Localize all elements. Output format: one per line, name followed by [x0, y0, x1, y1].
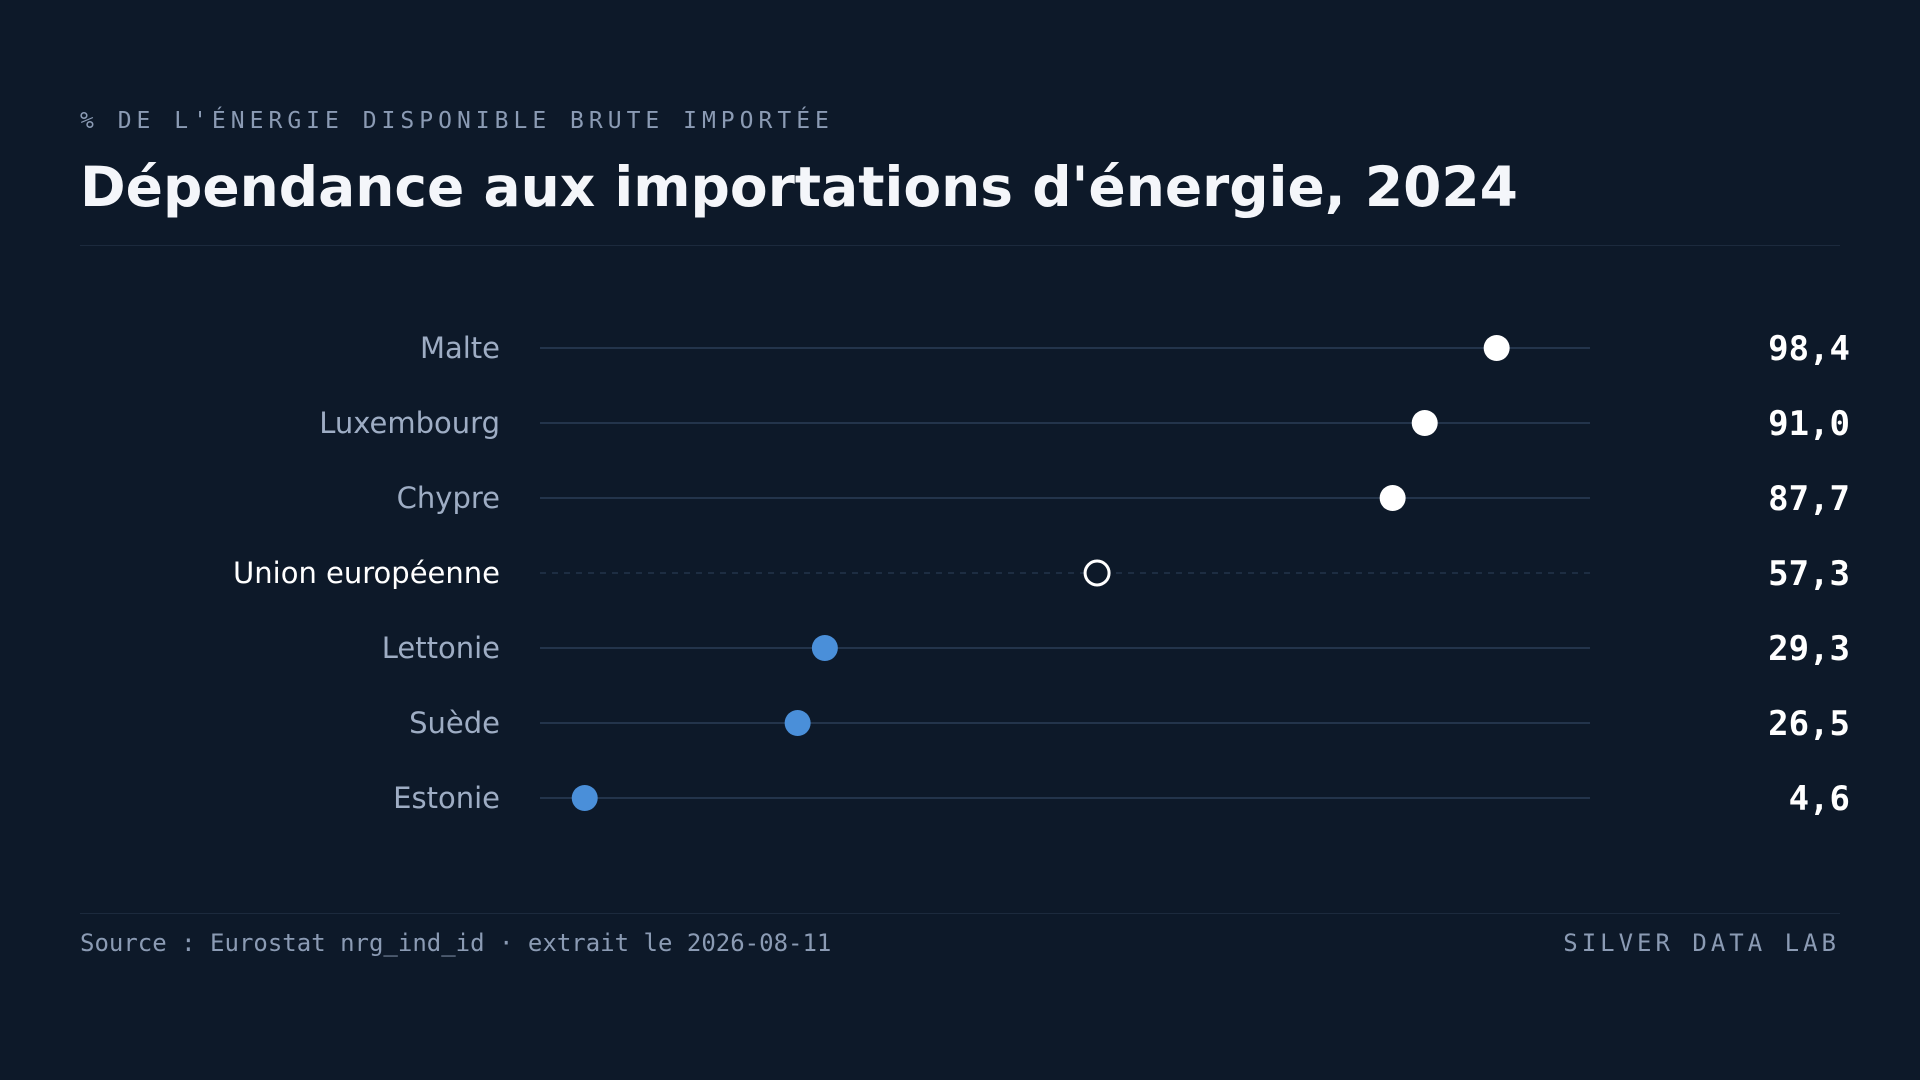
- data-point-luxembourg: [1411, 410, 1438, 436]
- category-label-union-europeenne: Union européenne: [233, 556, 500, 590]
- value-label-estonie: 4,6: [1789, 779, 1850, 819]
- data-point-estonie: [571, 785, 598, 811]
- category-label-malte: Malte: [420, 331, 500, 365]
- value-label-malte: 98,4: [1768, 329, 1850, 369]
- value-label-suede: 26,5: [1768, 704, 1850, 744]
- data-point-malte: [1483, 335, 1510, 361]
- category-label-suede: Suède: [409, 706, 500, 740]
- header-divider: [80, 245, 1840, 246]
- source-note: Source : Eurostat nrg_ind_id · extrait l…: [80, 929, 832, 957]
- data-point-suede: [784, 710, 811, 736]
- value-label-lettonie: 29,3: [1768, 629, 1850, 669]
- brand-mark: SILVER DATA LAB: [1563, 929, 1840, 957]
- data-point-lettonie: [811, 635, 838, 661]
- category-label-lettonie: Lettonie: [382, 631, 500, 665]
- data-point-union-europeenne: [1083, 559, 1111, 587]
- value-label-luxembourg: 91,0: [1768, 404, 1850, 444]
- footer-divider: [80, 913, 1840, 914]
- category-label-estonie: Estonie: [393, 781, 500, 815]
- category-label-luxembourg: Luxembourg: [319, 406, 500, 440]
- value-label-chypre: 87,7: [1768, 479, 1850, 519]
- category-label-chypre: Chypre: [397, 481, 500, 515]
- data-point-chypre: [1379, 485, 1406, 511]
- value-label-union-europeenne: 57,3: [1768, 554, 1850, 594]
- chart-title: Dépendance aux importations d'énergie, 2…: [80, 155, 1518, 219]
- chart-kicker: % DE L'ÉNERGIE DISPONIBLE BRUTE IMPORTÉE: [80, 108, 834, 134]
